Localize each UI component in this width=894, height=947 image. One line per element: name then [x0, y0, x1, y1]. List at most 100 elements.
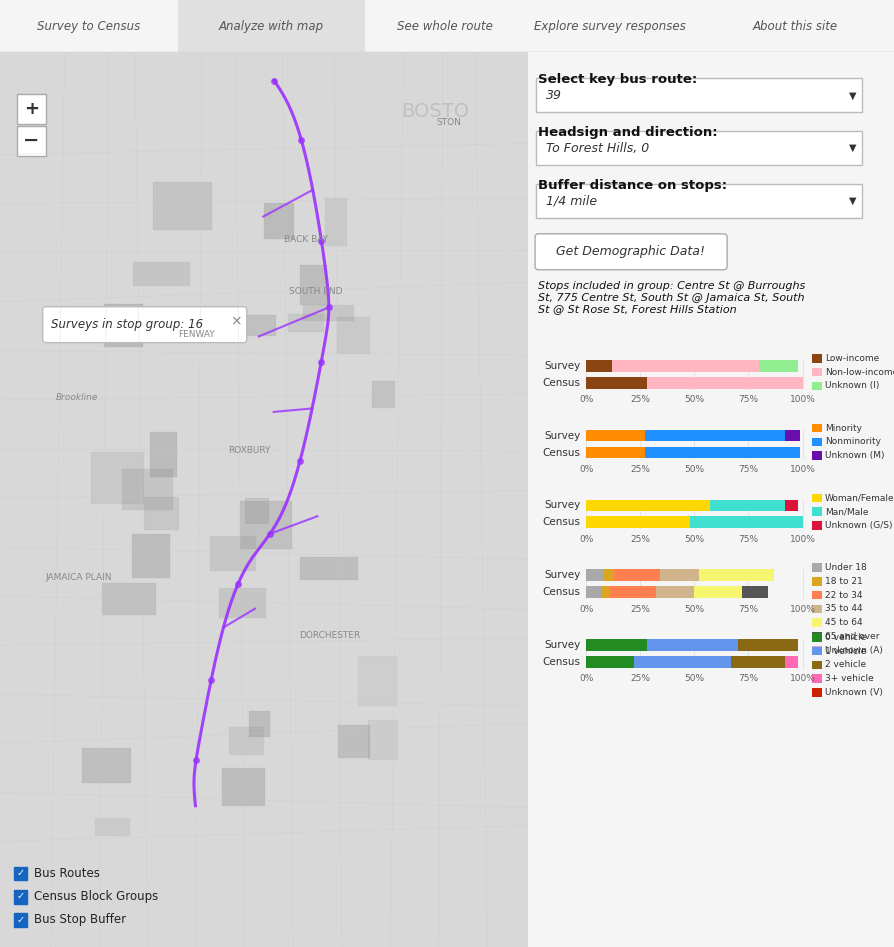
Bar	[219, 588, 266, 617]
Text: 18 to 21: 18 to 21	[823, 577, 862, 586]
Bar	[644, 430, 784, 441]
Bar	[586, 360, 611, 372]
Bar	[811, 605, 821, 613]
Text: 75%: 75%	[738, 396, 758, 404]
Text: ✓: ✓	[16, 915, 24, 924]
Text: About this site: About this site	[752, 20, 837, 32]
Text: SOUTH END: SOUTH END	[289, 288, 342, 296]
Bar	[0, 0, 178, 52]
Text: ROXBURY: ROXBURY	[228, 446, 271, 455]
Text: 0%: 0%	[578, 535, 593, 544]
Text: Census: Census	[542, 378, 579, 387]
Text: JAMAICA PLAIN: JAMAICA PLAIN	[46, 573, 112, 581]
Text: 25%: 25%	[629, 396, 650, 404]
Bar	[586, 377, 646, 388]
Text: DORCHESTER: DORCHESTER	[299, 631, 360, 640]
Text: 25%: 25%	[629, 674, 650, 684]
Text: Unknown (I): Unknown (I)	[823, 382, 878, 390]
Bar	[525, 0, 695, 52]
Text: 25%: 25%	[629, 465, 650, 474]
Bar	[633, 656, 730, 668]
Text: ▼: ▼	[848, 90, 856, 100]
FancyBboxPatch shape	[536, 79, 861, 113]
Text: Census: Census	[542, 448, 579, 457]
Bar	[14, 913, 28, 927]
Bar	[149, 432, 176, 477]
Bar	[367, 720, 397, 760]
Text: Unknown (V): Unknown (V)	[823, 688, 881, 697]
Text: 0 vehicle: 0 vehicle	[823, 633, 864, 642]
Text: ×: ×	[230, 314, 241, 329]
Bar	[811, 563, 821, 572]
Bar	[611, 360, 758, 372]
Bar	[811, 688, 821, 697]
Text: 50%: 50%	[684, 396, 704, 404]
Bar	[811, 634, 821, 642]
Bar	[811, 424, 821, 433]
Text: 0%: 0%	[578, 605, 593, 614]
Text: 100%: 100%	[789, 396, 814, 404]
Bar	[249, 710, 270, 737]
Text: 25%: 25%	[629, 535, 650, 544]
Text: 100%: 100%	[789, 674, 814, 684]
Text: Survey: Survey	[544, 640, 579, 650]
Text: 75%: 75%	[738, 465, 758, 474]
Text: Get Demographic Data!: Get Demographic Data!	[555, 245, 704, 259]
Text: Surveys in stop group: 16: Surveys in stop group: 16	[51, 318, 203, 331]
Bar	[811, 647, 821, 655]
Bar	[336, 317, 369, 354]
Text: Unknown (M): Unknown (M)	[823, 451, 883, 460]
Bar	[586, 586, 601, 598]
Text: Stops included in group: Centre St @ Burroughs
St, 775 Centre St, South St @ Jam: Stops included in group: Centre St @ Bur…	[537, 281, 805, 314]
Bar	[698, 569, 773, 581]
Text: Man/Male: Man/Male	[823, 508, 867, 516]
Text: Bus Stop Buffer: Bus Stop Buffer	[33, 913, 125, 926]
FancyBboxPatch shape	[536, 184, 861, 218]
Bar	[646, 639, 737, 651]
Text: Census: Census	[542, 587, 579, 597]
Text: 75%: 75%	[738, 605, 758, 614]
Bar	[601, 586, 610, 598]
Bar	[741, 586, 767, 598]
FancyBboxPatch shape	[17, 95, 46, 124]
Bar	[784, 500, 797, 511]
Text: Unknown (G/S): Unknown (G/S)	[823, 521, 891, 530]
Bar	[811, 493, 821, 502]
Bar	[603, 569, 614, 581]
Text: 50%: 50%	[684, 465, 704, 474]
Bar	[264, 203, 293, 239]
Text: See whole route: See whole route	[397, 20, 493, 32]
Text: Under 18: Under 18	[823, 563, 865, 572]
Text: 22 to 34: 22 to 34	[823, 591, 861, 599]
Text: Low-income: Low-income	[823, 354, 878, 363]
Bar	[229, 726, 263, 755]
Bar	[153, 183, 211, 229]
Bar	[695, 0, 894, 52]
Text: Survey: Survey	[544, 431, 579, 440]
Bar	[337, 725, 370, 759]
Bar	[131, 534, 170, 579]
Text: Survey: Survey	[544, 500, 579, 510]
Bar	[132, 262, 190, 286]
Text: Unknown (A): Unknown (A)	[823, 646, 881, 654]
Bar	[586, 516, 689, 528]
Text: 0%: 0%	[578, 396, 593, 404]
Bar	[811, 382, 821, 390]
Bar	[784, 430, 799, 441]
Text: Minority: Minority	[823, 423, 861, 433]
Bar	[365, 0, 525, 52]
Bar	[730, 656, 784, 668]
Bar	[811, 661, 821, 670]
Text: 3+ vehicle: 3+ vehicle	[823, 674, 873, 683]
Bar	[811, 646, 821, 654]
Text: 0%: 0%	[578, 674, 593, 684]
Bar	[586, 569, 603, 581]
Text: 35 to 44: 35 to 44	[823, 604, 861, 614]
Bar	[91, 452, 144, 504]
Text: 100%: 100%	[789, 535, 814, 544]
FancyBboxPatch shape	[535, 234, 726, 270]
Bar	[81, 747, 131, 783]
Text: 50%: 50%	[684, 535, 704, 544]
FancyBboxPatch shape	[17, 126, 46, 155]
Text: ▼: ▼	[848, 143, 856, 153]
